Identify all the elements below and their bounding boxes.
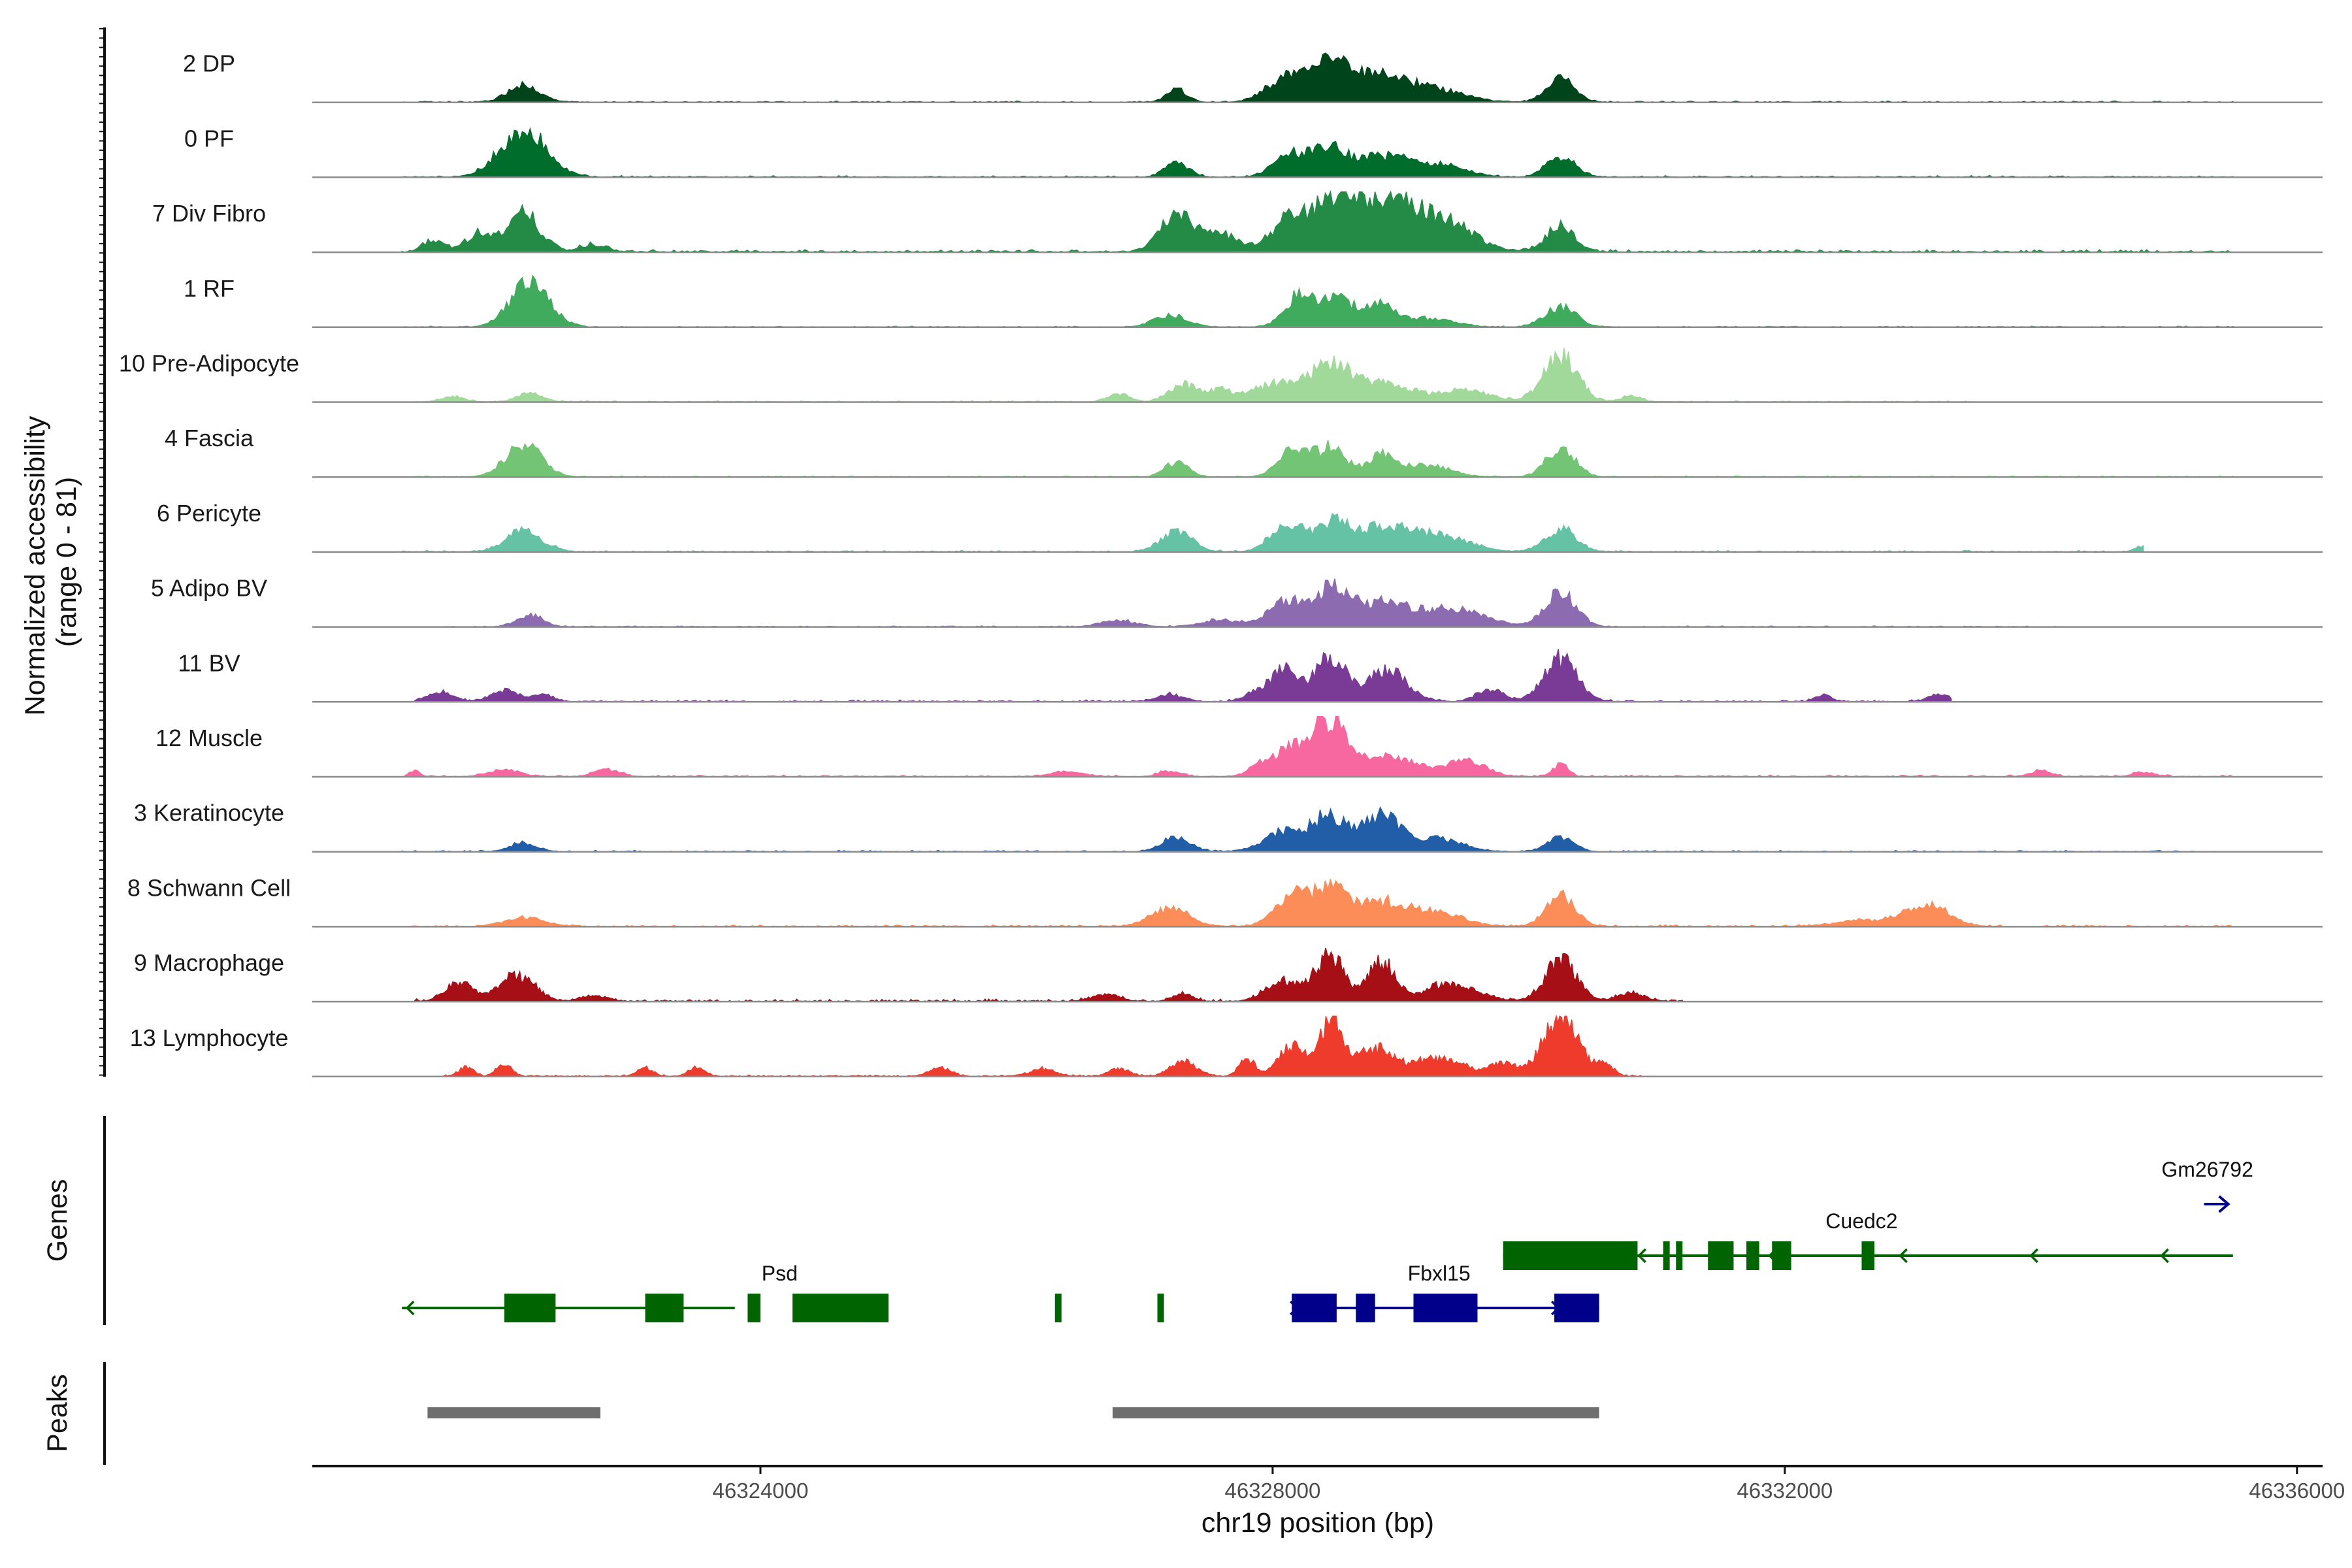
track-5-adipo-bv: 5 Adipo BV xyxy=(151,575,2323,628)
gene-annotations: Psd Fbxl15 Cuedc2 Gm26792 xyxy=(402,1158,2253,1322)
exon xyxy=(1708,1241,1734,1270)
x-tick-label: 46324000 xyxy=(713,1478,809,1503)
track-label: 4 Fascia xyxy=(165,425,254,451)
peak-region-bar xyxy=(1112,1407,1599,1418)
coverage-area xyxy=(414,947,1683,1003)
track-2-dp: 2 DP xyxy=(183,50,2323,103)
track-11-bv: 11 BV xyxy=(178,649,2323,703)
genes-panel-title: Genes xyxy=(42,1179,73,1262)
exon xyxy=(1356,1294,1375,1322)
exon xyxy=(1157,1294,1164,1322)
gene-label: Cuedc2 xyxy=(1825,1209,1897,1233)
track-7-div-fibro: 7 Div Fibro xyxy=(152,190,2323,253)
gene-fbxl15: Fbxl15 xyxy=(1290,1262,1599,1322)
x-tick-label: 46336000 xyxy=(2249,1478,2345,1503)
exon xyxy=(1746,1241,1759,1270)
strand-arrow xyxy=(2160,1248,2169,1264)
exon xyxy=(1503,1241,1638,1270)
gene-label: Gm26792 xyxy=(2161,1158,2253,1181)
gene-label: Fbxl15 xyxy=(1408,1262,1471,1285)
gene-psd: Psd xyxy=(402,1262,1164,1322)
track-10-pre-adipocyte: 10 Pre-Adipocyte xyxy=(119,348,2323,403)
strand-arrow xyxy=(1899,1248,1908,1264)
peak-regions xyxy=(427,1407,1599,1418)
track-label: 13 Lymphocyte xyxy=(130,1024,289,1051)
track-label: 0 PF xyxy=(184,125,234,152)
track-label: 11 BV xyxy=(178,649,240,676)
exon xyxy=(1861,1241,1875,1270)
track-6-pericyte: 6 Pericyte xyxy=(157,500,2323,553)
track-label: 7 Div Fibro xyxy=(152,200,266,227)
exon xyxy=(1676,1241,1683,1270)
x-axis-ticks: 46324000 46328000 46332000 46336000 xyxy=(713,1466,2345,1503)
track-label: 9 Macrophage xyxy=(134,949,284,976)
strand-arrow xyxy=(1637,1248,1646,1264)
strand-arrow xyxy=(2218,1195,2230,1213)
exon xyxy=(504,1294,556,1322)
track-13-lymphocyte: 13 Lymphocyte xyxy=(130,1014,2323,1078)
exon xyxy=(792,1294,889,1322)
track-8-schwann-cell: 8 Schwann Cell xyxy=(127,874,2323,928)
exon xyxy=(1772,1241,1791,1270)
track-12-muscle: 12 Muscle xyxy=(155,715,2323,778)
track-label: 1 RF xyxy=(184,275,235,302)
y-axis-title-line1: Normalized accessibility xyxy=(20,416,51,715)
peak-region-bar xyxy=(427,1407,600,1418)
track-label: 5 Adipo BV xyxy=(151,575,267,602)
x-tick-label: 46328000 xyxy=(1224,1478,1320,1503)
coverage-area xyxy=(440,1014,1645,1077)
x-tick-label: 46332000 xyxy=(1737,1478,1833,1503)
track-3-keratinocyte: 3 Keratinocyte xyxy=(134,800,2323,853)
track-1-rf: 1 RF xyxy=(184,274,2323,329)
accessibility-tracks: 2 DP 0 PF 7 Div Fibro 1 RF 10 Pre-Adipocyte 4… xyxy=(119,50,2323,1078)
track-label: 10 Pre-Adipocyte xyxy=(119,350,299,377)
exon xyxy=(747,1294,760,1322)
x-axis-title: chr19 position (bp) xyxy=(1201,1507,1434,1539)
strand-arrow xyxy=(405,1300,415,1316)
track-9-macrophage: 9 Macrophage xyxy=(134,947,2323,1003)
strand-arrow xyxy=(2029,1248,2038,1264)
y-axis-title-line2: (range 0 - 81) xyxy=(51,477,82,647)
track-0-pf: 0 PF xyxy=(184,125,2323,178)
track-label: 2 DP xyxy=(183,50,235,77)
exon xyxy=(1554,1294,1599,1322)
exon xyxy=(1663,1241,1670,1270)
coverage-area xyxy=(401,190,2234,253)
exon xyxy=(1292,1294,1337,1322)
gene-label: Psd xyxy=(762,1262,798,1285)
track-label: 6 Pericyte xyxy=(157,500,261,527)
track-4-fascia: 4 Fascia xyxy=(165,425,2323,478)
exon xyxy=(1054,1294,1062,1322)
track-label: 8 Schwann Cell xyxy=(127,874,291,901)
exon xyxy=(1413,1294,1478,1322)
peaks-panel-title: Peaks xyxy=(42,1374,73,1452)
exon xyxy=(645,1294,684,1322)
y-axis-ticks xyxy=(99,28,105,1076)
gene-gm26792: Gm26792 xyxy=(2161,1158,2253,1213)
y-axis-title: Normalized accessibility (range 0 - 81) xyxy=(20,408,82,716)
track-label: 3 Keratinocyte xyxy=(134,800,284,826)
track-label: 12 Muscle xyxy=(155,725,263,751)
gene-cuedc2: Cuedc2 xyxy=(1503,1209,2233,1270)
